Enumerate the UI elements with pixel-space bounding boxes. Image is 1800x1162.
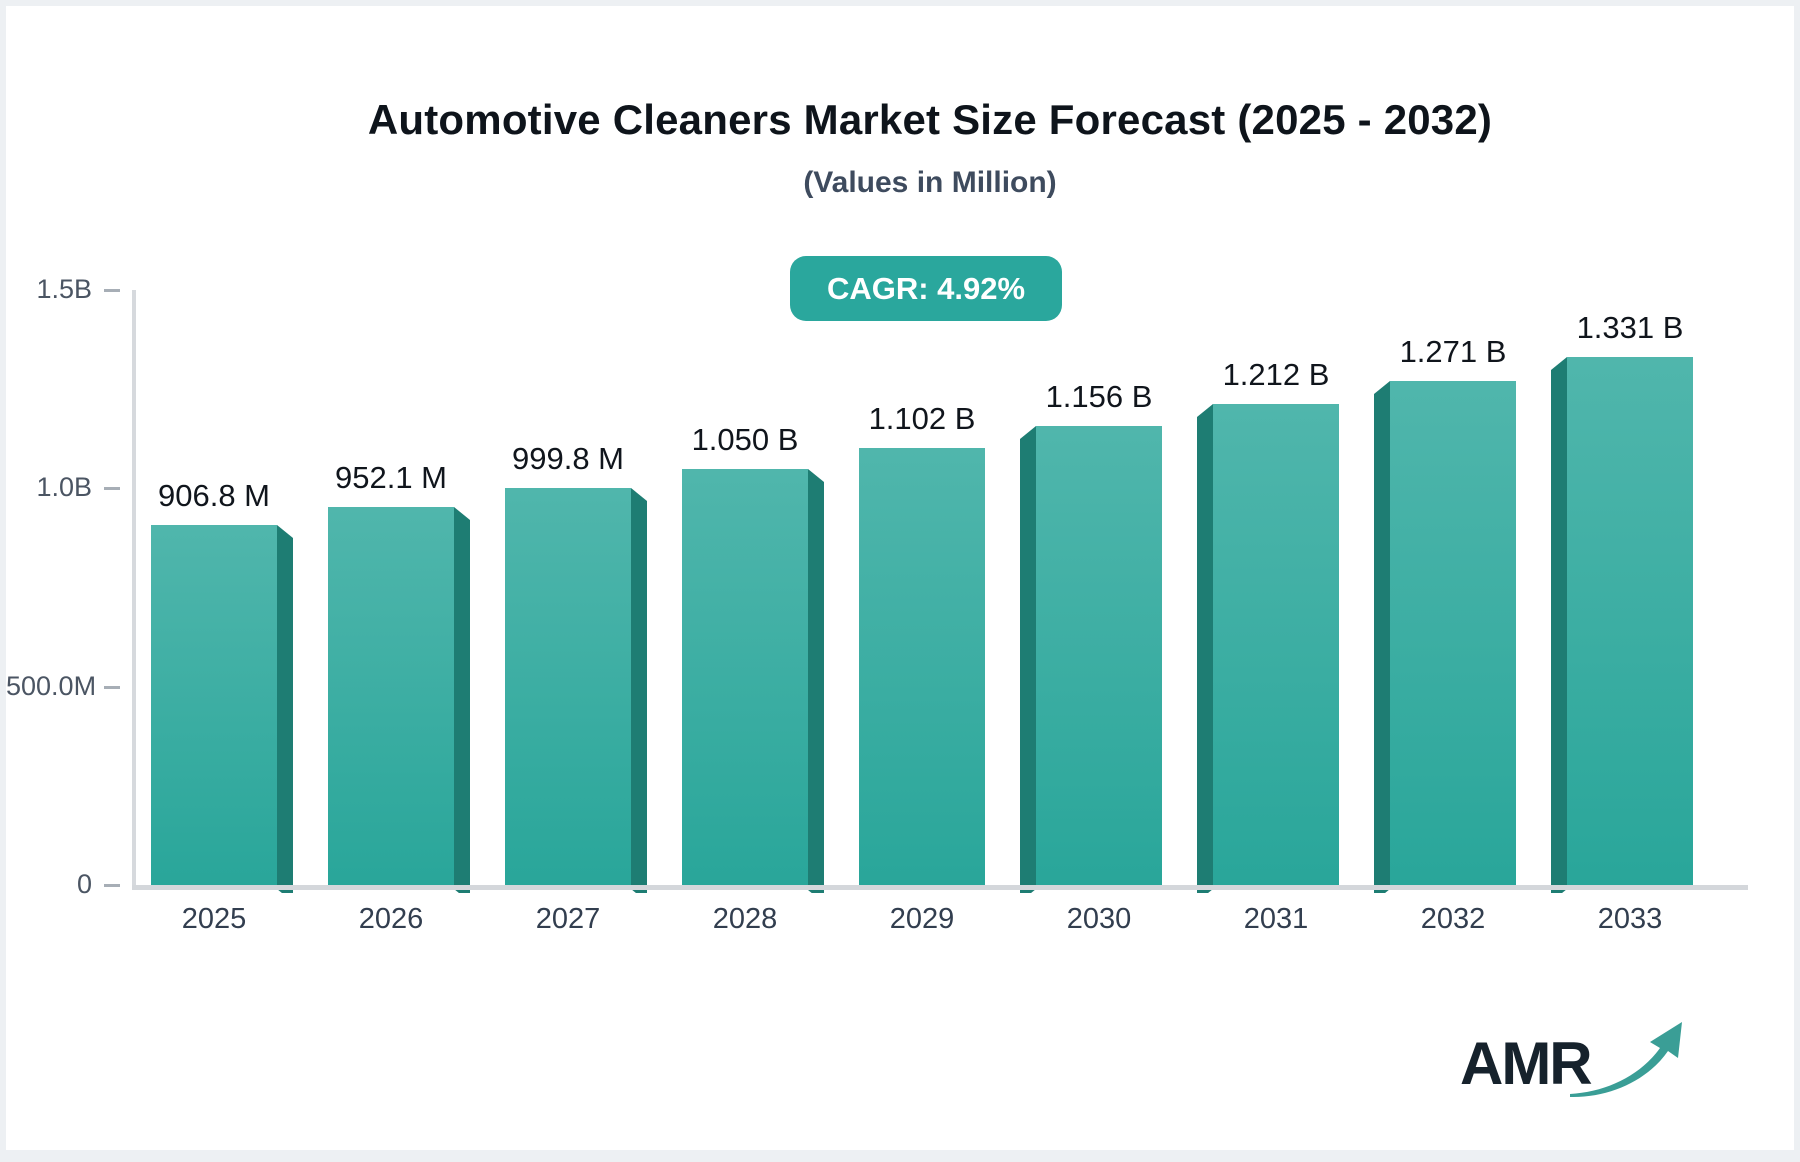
bar-side-2026 [454,507,470,893]
y-tick-mark [104,487,120,491]
y-tick-mark [104,884,120,887]
bars-container: 906.8 M 952.1 M 999.8 M 1.050 B 1.102 B 1.156… [6,6,1794,893]
bar-2030 [1036,426,1162,885]
bar-value-label: 1.271 B [1399,333,1507,369]
y-tick-label: 500.0M [6,670,97,701]
chart-subtitle: (Values in Million) [803,166,1057,199]
x-axis-label-2030: 2030 [1066,903,1132,935]
x-axis-label-2029: 2029 [889,903,955,935]
x-axis-label-2033: 2033 [1597,903,1663,935]
bar-2032 [1390,380,1516,885]
x-axis-label-2026: 2026 [358,903,424,935]
bar-value-label: 906.8 M [157,478,270,514]
bar-side-2033 [1551,357,1567,893]
bar-side-2027 [631,488,647,893]
bar-value-label: 1.212 B [1222,357,1330,393]
bar-value-label: 1.331 B [1576,310,1684,346]
bar-side-2031 [1197,404,1213,893]
bar-side-2028 [808,468,824,893]
y-tick-mark [104,289,120,292]
x-axis-line [132,885,1748,890]
bar-value-label: 1.102 B [868,400,976,436]
bar-2025 [151,525,277,885]
bar-value-label: 999.8 M [511,441,624,477]
x-axis-label-2027: 2027 [535,903,601,935]
bar-2029 [859,447,985,885]
chart-title: Automotive Cleaners Market Size Forecast… [367,96,1493,143]
amr-logo: AMR [1460,1018,1698,1102]
x-axis-label-2025: 2025 [181,903,247,935]
bar-value-label: 1.156 B [1045,379,1153,415]
cagr-badge: CAGR: 4.92% [790,256,1062,321]
y-axis-line [132,290,136,886]
y-tick-mark [104,685,120,689]
bar-value-label: 1.050 B [691,421,799,457]
x-axis-label-2028: 2028 [712,903,778,935]
y-tick-label: 1.0B [36,472,92,503]
amr-logo-text: AMR [1460,1030,1593,1097]
y-tick-label: 1.5B [36,274,92,304]
y-tick-label: 0 [76,869,92,899]
chart-card: Automotive Cleaners Market Size Forecast… [6,6,1794,1150]
bar-2027 [505,488,631,885]
bar-side-2025 [277,525,293,893]
bar-side-2032 [1374,380,1390,893]
bar-2028 [682,468,808,885]
growth-arrow-icon [1570,1022,1682,1098]
x-axis-label-2032: 2032 [1420,903,1486,935]
x-axis-label-2031: 2031 [1243,903,1309,935]
bar-2026 [328,507,454,885]
bar-value-label: 952.1 M [334,460,447,496]
bar-2033 [1567,357,1693,885]
bar-chart: 906.8 M 952.1 M 999.8 M 1.050 B 1.102 B 1.156… [6,6,1794,1150]
bar-side-2030 [1020,426,1036,893]
bar-2031 [1213,404,1339,885]
